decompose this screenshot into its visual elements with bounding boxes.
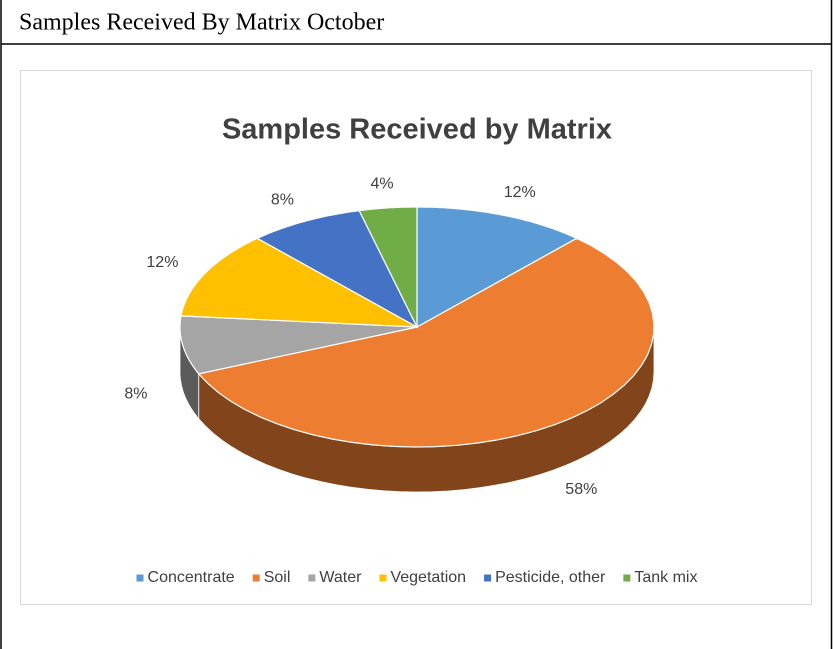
slice [179,315,418,375]
legend-label: Vegetation [390,569,466,586]
data-label: 8% [124,385,147,402]
legend-label: Soil [264,569,291,586]
data-label: 12% [504,184,536,201]
legend-marker [252,574,260,582]
slice [197,237,655,448]
legend-label: Pesticide, other [495,569,606,586]
pie: 12% 58% 8% 12% 8% 4% [124,175,655,498]
legend-marker [484,574,492,582]
data-label: 58% [565,481,597,498]
slice [358,206,418,328]
slice [180,237,418,328]
legend-marker [623,574,631,582]
data-label: 12% [146,254,178,271]
data-label: 4% [370,175,393,192]
legend-label: Tank mix [634,569,697,586]
legend-marker [136,574,144,582]
legend: Concentrate Soil Water Vegetation Pesticide,… [136,569,697,586]
heading: Samples Received By Matrix October [19,10,384,36]
data-label: 8% [271,191,294,208]
chart-title: Samples Received by Matrix [222,114,612,146]
legend-marker [379,574,387,582]
slice [416,206,579,329]
legend-marker [308,574,316,582]
legend-label: Water [319,569,362,586]
legend-label: Concentrate [148,569,235,586]
slice [255,209,419,329]
